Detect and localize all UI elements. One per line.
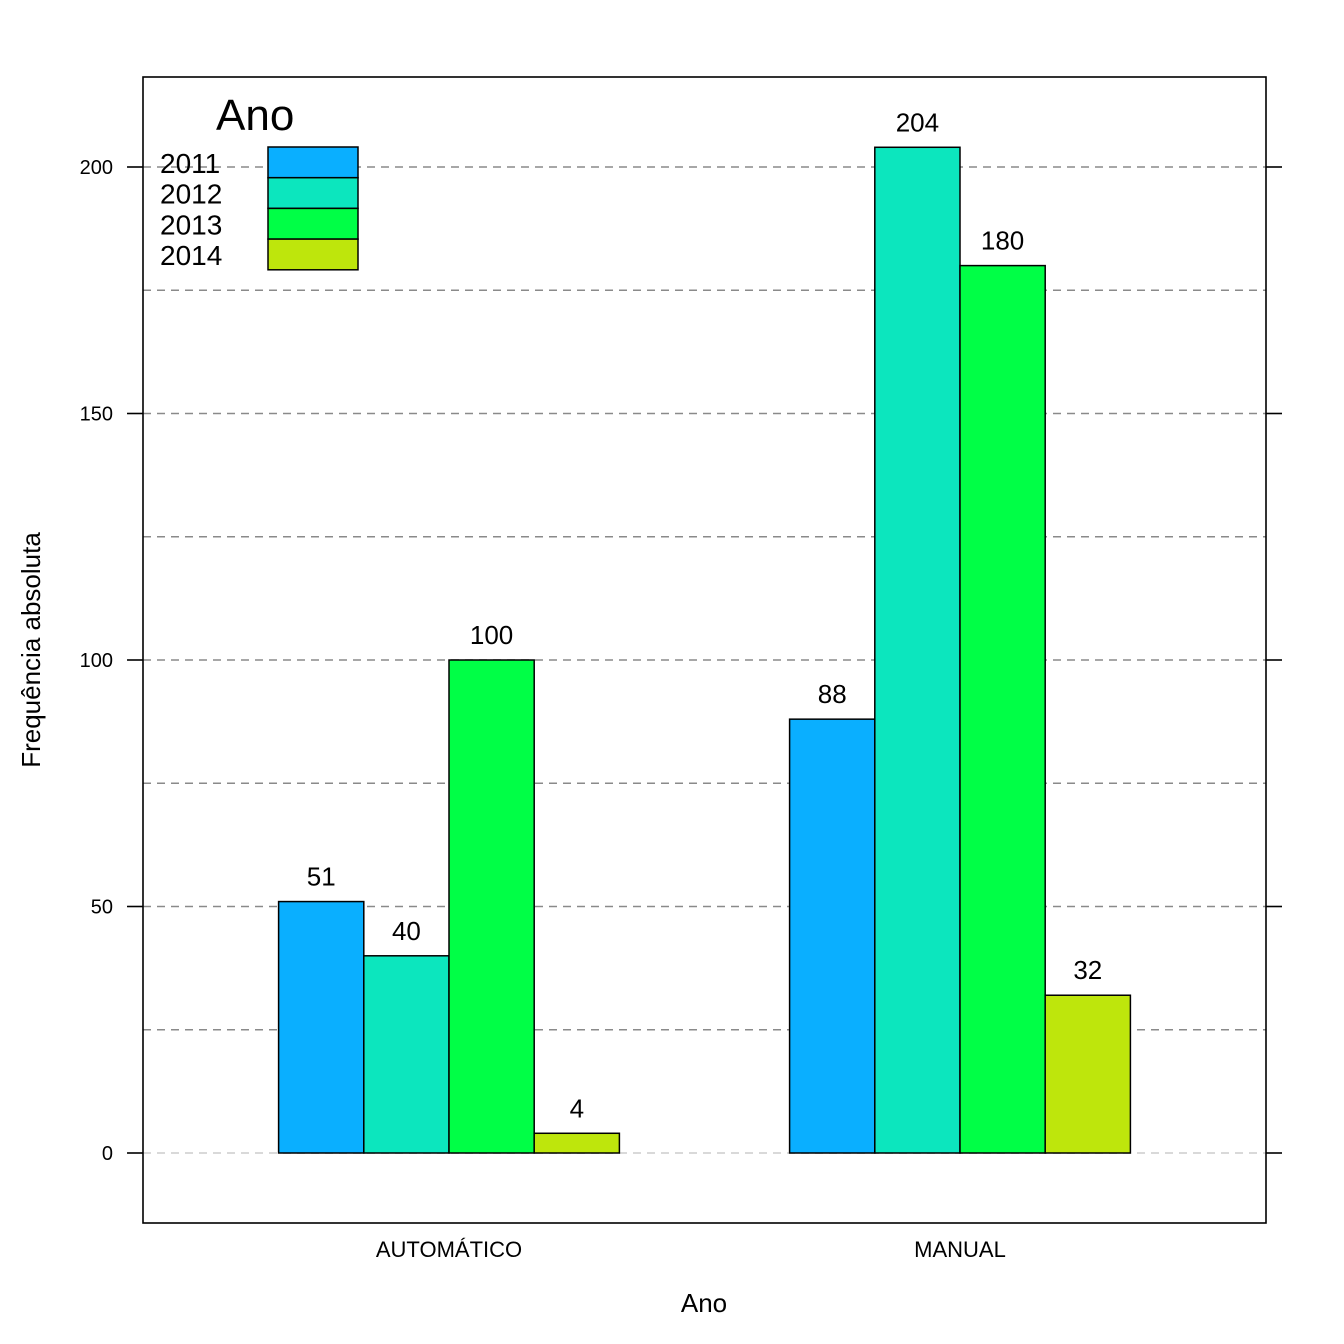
value-label-manual-2014: 32	[1073, 955, 1102, 985]
value-label-automático-2013: 100	[470, 620, 513, 650]
legend-swatch-2014	[267, 238, 359, 271]
legend-swatch-2012	[267, 176, 359, 210]
y-axis-title: Frequência absoluta	[16, 532, 46, 768]
x-category-label: MANUAL	[914, 1237, 1006, 1262]
value-label-automático-2012: 40	[392, 916, 421, 946]
value-label-manual-2012: 204	[896, 107, 939, 137]
legend-label-2012: 2012	[160, 179, 222, 210]
value-labels: 51 40 100 4 88 204 180 32	[307, 107, 1103, 1123]
y-tick-label: 150	[80, 404, 113, 426]
legend-swatch-2013	[267, 207, 359, 240]
y-tick-label: 0	[102, 1143, 113, 1165]
legend-swatch-2011	[267, 146, 359, 179]
y-axis-ticks: 0 50 100 150 200	[80, 157, 1282, 1165]
y-tick-label: 200	[80, 157, 113, 179]
bars	[277, 146, 1132, 1154]
value-label-automático-2014: 4	[570, 1093, 584, 1123]
legend-label-2011: 2011	[160, 148, 220, 179]
plot-frame	[142, 76, 1267, 1224]
bar-manual-2014	[1044, 994, 1132, 1154]
bar-manual-2011	[788, 718, 876, 1154]
value-label-automático-2011: 51	[307, 862, 336, 892]
x-category-label: AUTOMÁTICO	[376, 1237, 522, 1262]
y-tick-label: 50	[91, 897, 113, 919]
legend-label-2013: 2013	[160, 209, 222, 240]
x-axis-categories: AUTOMÁTICO MANUAL	[376, 1237, 1006, 1262]
bar-automático-2014	[533, 1132, 621, 1154]
legend-label-2014: 2014	[160, 240, 222, 271]
y-tick-label: 100	[80, 650, 113, 672]
bar-automático-2013	[448, 659, 535, 1154]
bar-automático-2011	[277, 900, 365, 1154]
legend-title: Ano	[216, 91, 294, 140]
value-label-manual-2013: 180	[981, 226, 1024, 256]
value-label-manual-2011: 88	[818, 679, 847, 709]
bar-manual-2012	[874, 146, 961, 1154]
x-axis-title: Ano	[681, 1288, 727, 1318]
bar-manual-2013	[959, 264, 1046, 1154]
bar-automático-2012	[363, 955, 450, 1154]
